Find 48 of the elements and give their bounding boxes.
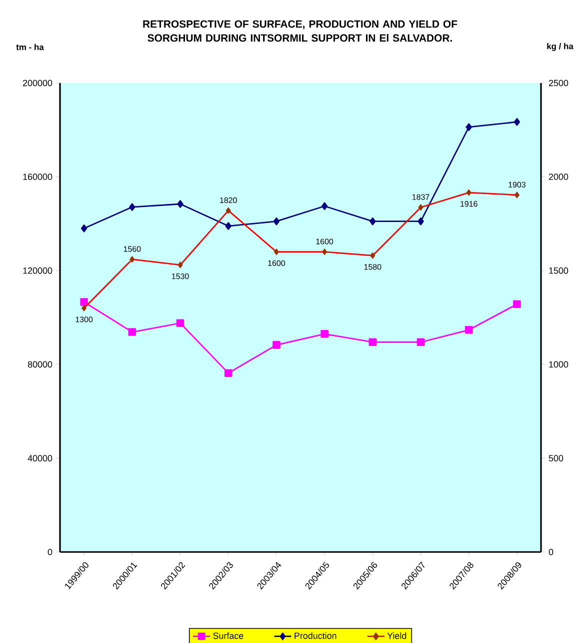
y2-tick-label: 500: [548, 455, 564, 462]
y-tick-label: 120000: [23, 267, 52, 274]
y-tick-label: 0: [48, 548, 52, 556]
point: [322, 248, 328, 256]
legend-label: Yield: [387, 632, 406, 639]
point: [177, 200, 184, 208]
legend-label: Surface: [213, 632, 244, 639]
y2-tick-label: 0: [548, 548, 554, 556]
y2-tick-label: 1000: [549, 361, 568, 368]
point: [273, 217, 280, 226]
y2-axis-title: kg / ha: [547, 43, 574, 51]
point: [178, 262, 183, 268]
legend-label: Production: [294, 632, 336, 639]
y-tick-label: 80000: [28, 361, 52, 368]
point: [514, 118, 520, 126]
point: [81, 304, 87, 312]
point: [272, 341, 280, 349]
y2-tick-label: 2000: [548, 174, 568, 180]
point: [513, 300, 521, 308]
y-tick-label: 200000: [23, 80, 52, 86]
point: [418, 204, 424, 211]
point: [80, 224, 88, 232]
chart-title: RETROSPECTIVE OF SURFACE, PRODUCTION AND YIELD OF SORGHUM DURING INTSORMIL SUPPORT IN El SALVADOR.: [143, 20, 458, 42]
point: [466, 123, 472, 131]
point: [130, 256, 135, 263]
y2-tick-label: 2500: [548, 80, 568, 86]
point: [368, 338, 377, 346]
y-tick-label: 160000: [23, 174, 52, 180]
point: [128, 328, 136, 336]
point: [416, 338, 425, 346]
point: [418, 217, 424, 226]
point: [176, 319, 184, 328]
point: [370, 217, 376, 226]
point: [514, 192, 520, 198]
y-axis-title: tm - ha: [16, 44, 44, 50]
point: [321, 202, 328, 210]
point: [464, 326, 473, 334]
point: [224, 369, 232, 377]
point: [320, 330, 328, 338]
point: [274, 248, 280, 256]
y-tick-label: 40000: [28, 455, 52, 462]
point: [466, 189, 472, 196]
y2-tick-label: 1500: [549, 267, 568, 274]
point: [129, 203, 136, 211]
point: [370, 252, 376, 259]
point: [225, 222, 232, 230]
point: [80, 298, 88, 306]
point: [226, 207, 231, 214]
